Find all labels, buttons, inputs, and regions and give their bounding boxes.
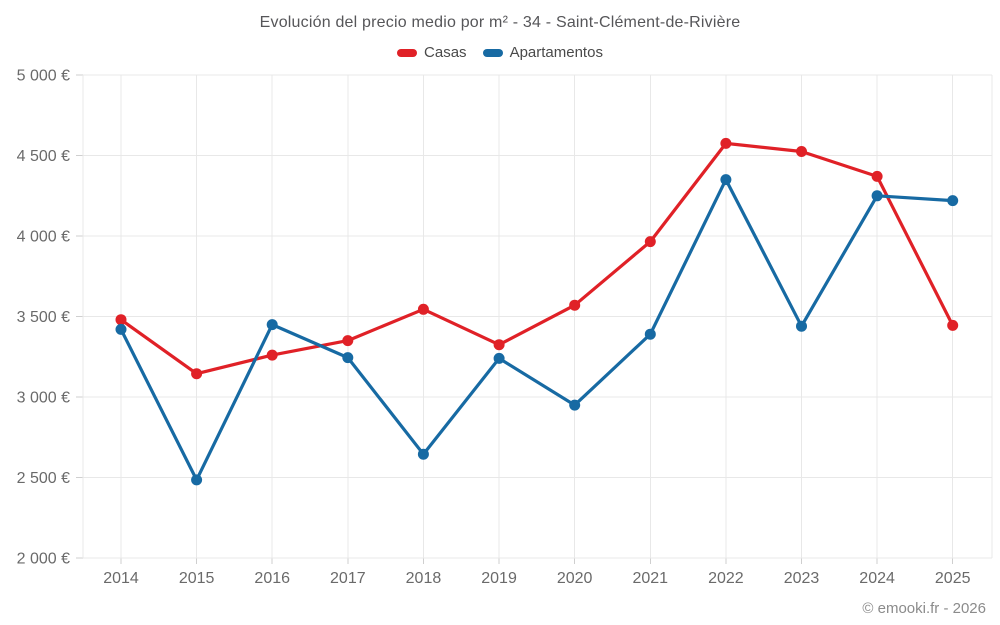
data-point-casas-2020[interactable] (569, 299, 581, 311)
x-axis-label: 2020 (557, 570, 593, 587)
x-axis-label: 2014 (103, 570, 139, 587)
x-axis-label: 2019 (481, 570, 517, 587)
legend-label: Casas (424, 44, 467, 61)
data-point-apartamentos-2015[interactable] (191, 474, 203, 486)
data-point-apartamentos-2021[interactable] (644, 328, 656, 340)
x-axis-label: 2025 (935, 570, 971, 587)
chart-legend: Casas Apartamentos (0, 44, 1000, 61)
data-point-apartamentos-2018[interactable] (417, 448, 429, 460)
data-point-casas-2016[interactable] (266, 349, 278, 361)
x-axis-label: 2022 (708, 570, 744, 587)
data-point-casas-2015[interactable] (191, 368, 203, 380)
page-title: Evolución del precio medio por m² - 34 -… (259, 14, 741, 31)
legend-label: Apartamentos (509, 44, 603, 61)
series-line-apartamentos (119, 178, 955, 482)
data-point-casas-2021[interactable] (644, 236, 656, 248)
x-axis-label: 2024 (859, 570, 895, 587)
data-point-apartamentos-2020[interactable] (569, 399, 581, 411)
x-axis-label: 2017 (330, 570, 366, 587)
legend-item-casas[interactable]: Casas (397, 44, 467, 61)
series-line-casas (119, 141, 955, 376)
x-axis-label: 2018 (406, 570, 442, 587)
data-point-apartamentos-2025[interactable] (947, 195, 959, 207)
y-axis-label: 2 500 € (17, 470, 70, 487)
y-axis-label: 3 500 € (17, 309, 70, 326)
data-point-apartamentos-2019[interactable] (493, 352, 505, 364)
y-axis-label: 5 000 € (17, 68, 70, 85)
x-axis-label: 2023 (784, 570, 820, 587)
data-point-casas-2018[interactable] (417, 303, 429, 315)
data-point-casas-2022[interactable] (720, 137, 732, 149)
data-point-casas-2025[interactable] (947, 319, 959, 331)
y-axis-label: 4 000 € (17, 229, 70, 246)
legend-color-swatch-icon (397, 48, 418, 57)
data-point-casas-2017[interactable] (342, 335, 354, 347)
footer-credit: © emooki.fr - 2026 (862, 600, 986, 617)
legend-color-swatch-icon (482, 48, 503, 57)
data-point-casas-2014[interactable] (115, 314, 127, 326)
data-point-casas-2023[interactable] (796, 146, 807, 157)
data-point-apartamentos-2014[interactable] (115, 323, 127, 335)
data-point-casas-2019[interactable] (493, 339, 505, 351)
y-axis-label: 3 000 € (17, 390, 70, 407)
data-point-apartamentos-2017[interactable] (342, 352, 354, 364)
data-point-apartamentos-2022[interactable] (720, 174, 732, 186)
y-axis-label: 2 000 € (17, 551, 70, 568)
data-point-casas-2024[interactable] (871, 170, 883, 182)
data-point-apartamentos-2024[interactable] (871, 190, 883, 202)
y-axis-label: 4 500 € (17, 148, 70, 165)
x-axis-label: 2015 (179, 570, 215, 587)
legend-item-apartamentos[interactable]: Apartamentos (482, 44, 603, 61)
x-axis-label: 2021 (632, 570, 668, 587)
x-axis-label: 2016 (254, 570, 290, 587)
data-point-apartamentos-2016[interactable] (266, 319, 278, 331)
data-point-apartamentos-2023[interactable] (796, 320, 807, 332)
